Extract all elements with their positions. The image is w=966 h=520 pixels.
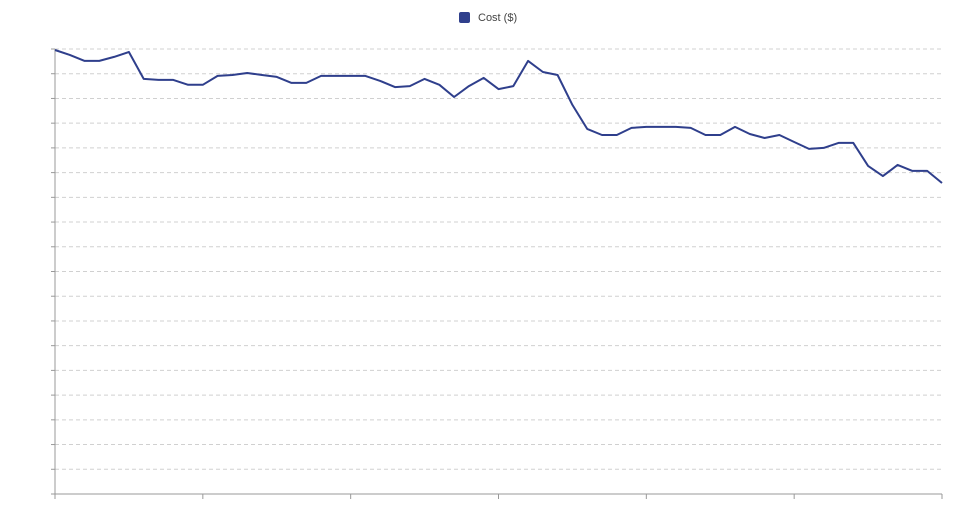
legend-label: Cost ($): [478, 12, 517, 24]
legend-swatch: [459, 12, 470, 23]
series-line: [54, 49, 943, 184]
legend[interactable]: Cost ($): [459, 12, 517, 24]
